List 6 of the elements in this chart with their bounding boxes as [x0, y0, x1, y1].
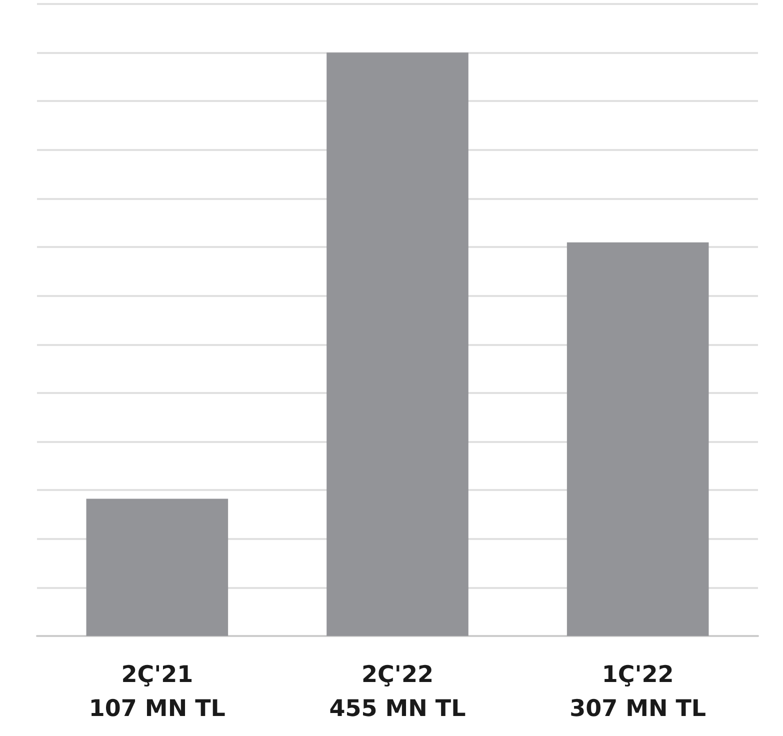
x-tick-label: 1Ç'22 — [602, 662, 674, 688]
data-label: 107 MN TL — [88, 696, 226, 722]
data-label: 455 MN TL — [329, 696, 466, 722]
data-label: 307 MN TL — [570, 696, 706, 722]
x-tick-label: 2Ç'21 — [121, 662, 194, 688]
x-tick-label: 2Ç'22 — [362, 662, 434, 688]
